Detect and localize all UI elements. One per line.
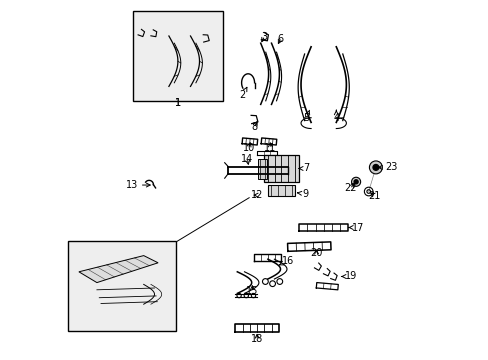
- Text: 1: 1: [175, 98, 181, 108]
- Polygon shape: [79, 256, 158, 283]
- Text: 16: 16: [279, 256, 294, 266]
- Text: 1: 1: [175, 98, 181, 108]
- Text: 22: 22: [344, 183, 356, 193]
- Text: 11: 11: [264, 143, 276, 153]
- FancyBboxPatch shape: [68, 241, 176, 331]
- FancyBboxPatch shape: [258, 159, 266, 179]
- Text: 10: 10: [242, 143, 254, 153]
- Text: 2: 2: [239, 87, 246, 100]
- FancyBboxPatch shape: [133, 11, 223, 101]
- Text: 8: 8: [251, 122, 257, 132]
- FancyBboxPatch shape: [267, 185, 294, 196]
- Text: 3: 3: [261, 32, 267, 42]
- Text: 15: 15: [246, 285, 258, 296]
- Text: 5: 5: [303, 110, 309, 123]
- Text: 20: 20: [310, 248, 322, 258]
- Circle shape: [353, 180, 357, 184]
- Circle shape: [368, 161, 382, 174]
- Text: 9: 9: [297, 189, 307, 199]
- Circle shape: [351, 177, 360, 186]
- Text: 18: 18: [250, 334, 263, 344]
- Text: 6: 6: [277, 33, 284, 44]
- Circle shape: [372, 165, 378, 170]
- Text: 13: 13: [126, 180, 150, 190]
- Text: 14: 14: [241, 154, 253, 164]
- Text: 21: 21: [368, 191, 380, 201]
- Text: 12: 12: [250, 190, 263, 200]
- Text: 23: 23: [378, 162, 397, 172]
- FancyBboxPatch shape: [264, 155, 298, 182]
- Text: 19: 19: [341, 271, 356, 282]
- Text: 4: 4: [332, 110, 339, 123]
- Text: 17: 17: [348, 222, 364, 233]
- Text: 7: 7: [298, 163, 309, 174]
